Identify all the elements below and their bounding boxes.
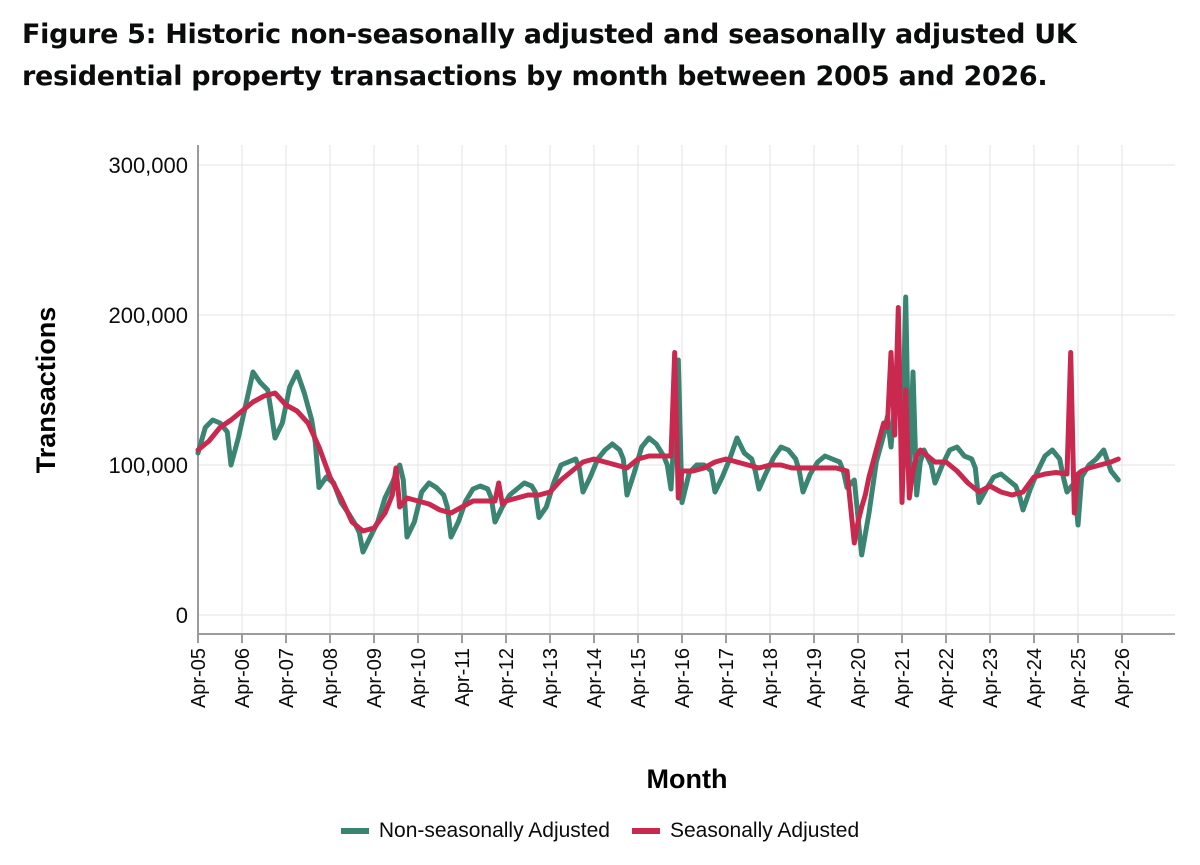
x-axis-label: Month	[647, 764, 728, 794]
x-tick-label: Apr-23	[980, 648, 1002, 708]
legend: Non-seasonally Adjusted Seasonally Adjus…	[0, 816, 1200, 846]
legend-label-sa: Seasonally Adjusted	[670, 819, 860, 842]
legend-swatch-nsa	[340, 828, 369, 834]
x-tick-label: Apr-21	[892, 648, 914, 708]
y-tick-label: 100,000	[108, 453, 188, 478]
x-tick-label: Apr-11	[452, 648, 474, 707]
x-tick-label: Apr-13	[540, 648, 562, 708]
y-tick-label: 0	[176, 603, 188, 628]
series	[195, 294, 1121, 558]
x-tick-label: Apr-26	[1112, 648, 1134, 708]
x-tick-label: Apr-10	[408, 648, 430, 708]
x-tick-label: Apr-15	[628, 648, 650, 708]
x-tick-labels: Apr-05 Apr-06 Apr-07 Apr-08 Apr-09 Apr-10 Apr-…	[188, 634, 1134, 708]
chart-title: Figure 5: Historic non-seasonally adjust…	[22, 19, 1077, 92]
x-tick-label: Apr-19	[804, 648, 826, 708]
legend-swatch-sa	[632, 828, 660, 834]
x-tick-label: Apr-05	[188, 648, 210, 708]
y-tick-label: 300,000	[108, 153, 188, 178]
axes	[197, 145, 1175, 635]
y-tick-label: 200,000	[108, 303, 188, 328]
x-tick-label: Apr-20	[848, 648, 870, 708]
grid	[197, 145, 1175, 634]
x-tick-label: Apr-25	[1068, 648, 1090, 708]
legend-item-sa: Seasonally Adjusted	[632, 819, 859, 843]
y-tick-labels: 0 100,000 200,000 300,000	[108, 153, 188, 628]
x-tick-label: Apr-16	[672, 648, 694, 708]
legend-item-nsa: Non-seasonally Adjusted	[340, 819, 610, 843]
legend-label-nsa: Non-seasonally Adjusted	[378, 819, 610, 842]
series-line-sa	[195, 305, 1121, 546]
x-tick-label: Apr-17	[716, 648, 738, 708]
x-tick-label: Apr-06	[232, 648, 254, 708]
series-line-nsa	[195, 294, 1121, 558]
x-tick-label: Apr-09	[364, 648, 386, 708]
x-tick-label: Apr-18	[760, 648, 782, 708]
x-tick-label: Apr-12	[496, 648, 518, 708]
x-tick-label: Apr-07	[276, 648, 298, 708]
x-tick-label: Apr-14	[584, 648, 606, 708]
y-axis-label: Transactions	[31, 307, 61, 474]
x-tick-label: Apr-22	[936, 648, 958, 708]
x-tick-label: Apr-24	[1024, 648, 1046, 708]
x-tick-label: Apr-08	[320, 648, 342, 708]
